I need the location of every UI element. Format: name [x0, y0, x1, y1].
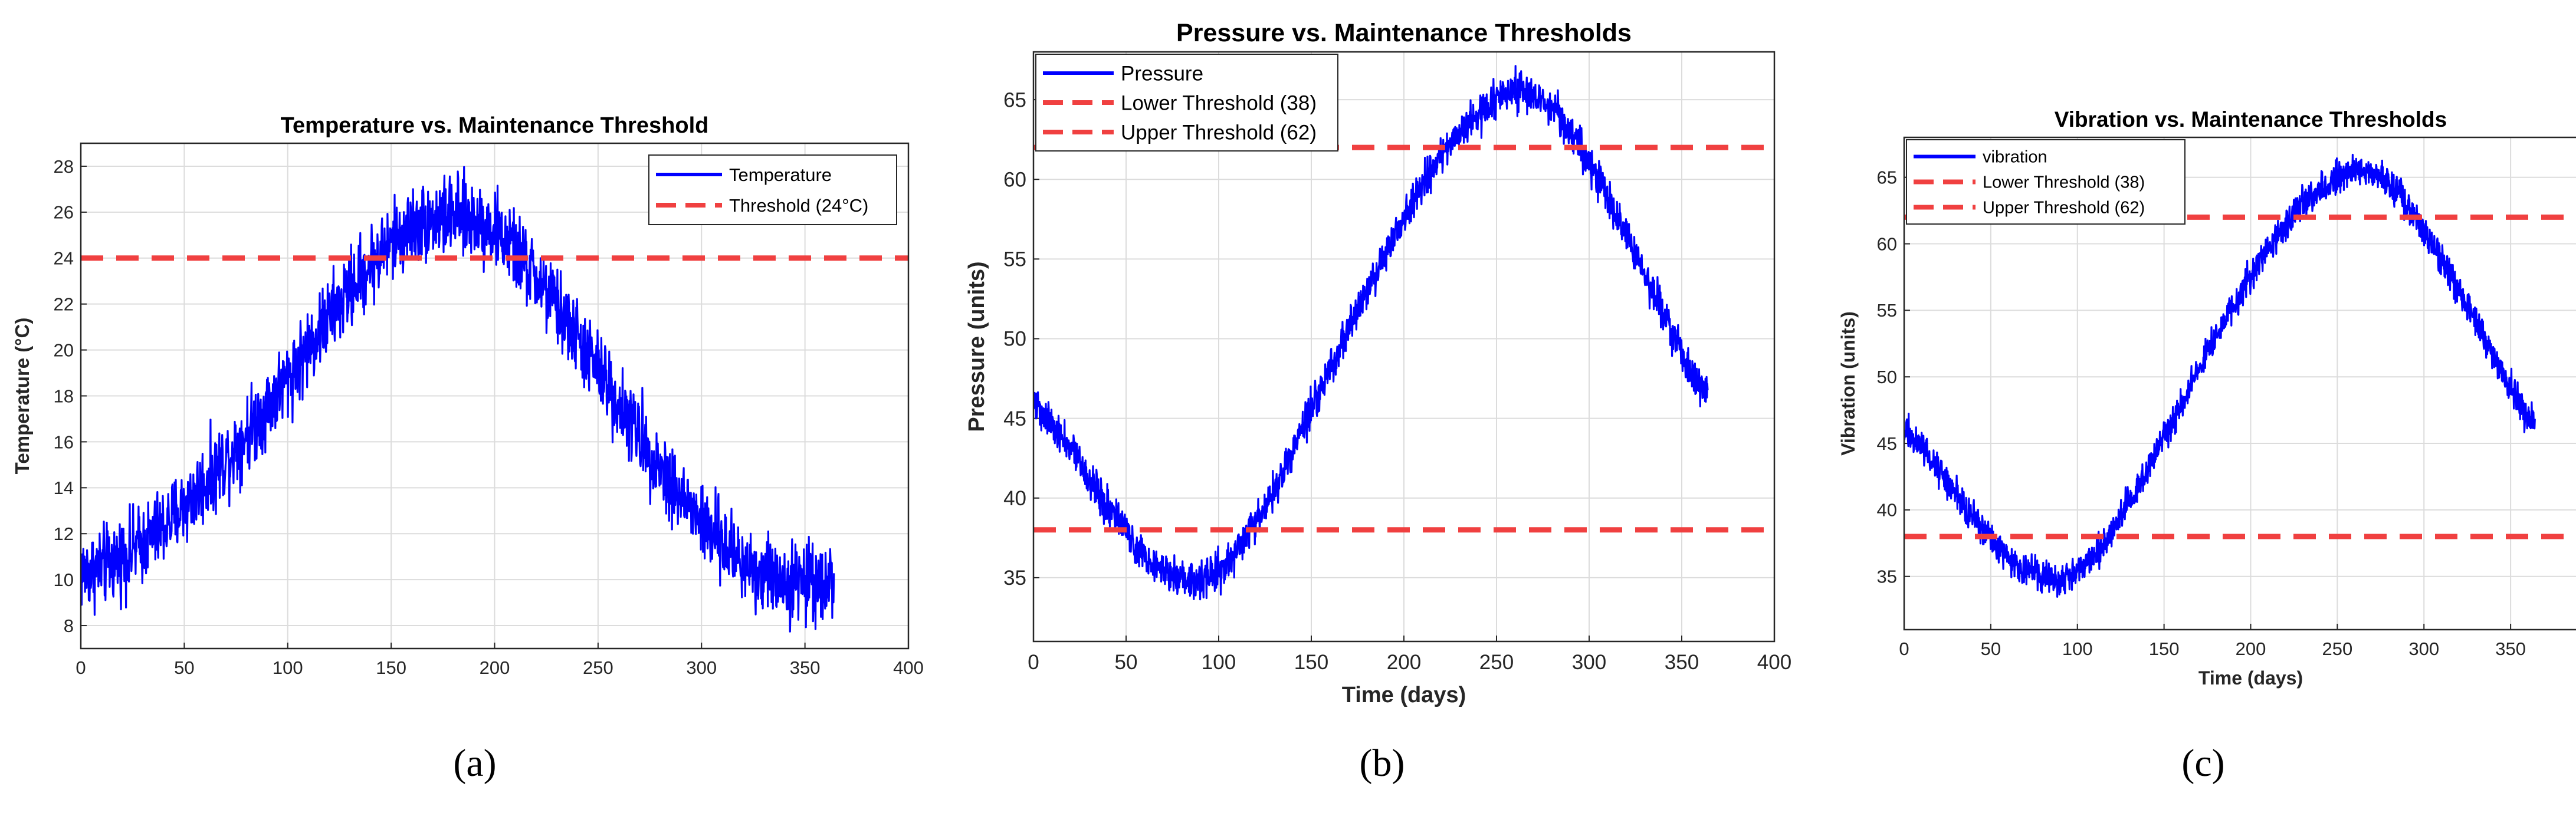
chart-0-y-tick-label: 26 — [54, 202, 74, 223]
chart-1-x-tick-label: 350 — [1665, 651, 1699, 674]
chart-2-y-tick-label: 50 — [1877, 367, 1897, 387]
chart-2-x-tick-label: 150 — [2149, 638, 2180, 659]
chart-vibration: 05010015020025030035040035404550556065Vi… — [1837, 107, 2576, 689]
chart-1-x-axis-label: Time (days) — [1342, 683, 1466, 707]
chart-2-legend: vibration Lower Threshold (38) Upper Thres… — [1906, 139, 2186, 225]
chart-2-y-tick-label: 35 — [1877, 567, 1897, 587]
chart-2-x-axis-label: Time (days) — [2198, 667, 2303, 689]
chart-1-x-tick-label: 50 — [1115, 651, 1138, 674]
chart-0-x-tick-label: 400 — [893, 657, 924, 678]
chart-2-legend-label-vibration: vibration — [1983, 148, 2047, 167]
chart-pressure: 0 50 100 150 200 250 300 350 400 35 40 45 50 55 60 65 Pr… — [964, 19, 1791, 707]
chart-2-y-tick-label: 55 — [1877, 300, 1897, 321]
chart-0-legend-label-threshold-24-c: Threshold (24°C) — [729, 195, 868, 216]
chart-1-y-tick-label: 60 — [1003, 168, 1026, 191]
chart-1-legend-label-pressure: Pressure — [1121, 62, 1203, 85]
chart-1-x-tick-label: 0 — [1028, 651, 1039, 674]
chart-1-y-tick-label: 55 — [1003, 248, 1026, 271]
chart-1-y-tick-label: 45 — [1003, 407, 1026, 430]
panel-label-b: (b) — [1360, 742, 1405, 785]
chart-0-axes-box — [80, 142, 910, 650]
chart-2-x-tick-label: 50 — [1981, 638, 2001, 659]
chart-0-x-tick-label: 0 — [76, 657, 86, 678]
chart-2-y-axis-label: Vibration (units) — [1837, 311, 1859, 456]
chart-1-axes-box — [1032, 51, 1776, 643]
chart-2-axes-box — [1903, 136, 2576, 631]
panel-label-a: (a) — [453, 742, 496, 785]
chart-0-x-tick-label: 350 — [790, 657, 821, 678]
chart-0-y-tick-label: 12 — [54, 524, 74, 544]
chart-1-legend: Pressure Lower Threshold (38) Upper Thresh… — [1035, 54, 1338, 152]
chart-1-x-tick-label: 400 — [1757, 651, 1791, 674]
chart-0-x-tick-label: 300 — [686, 657, 717, 678]
chart-0-y-tick-label: 22 — [54, 294, 74, 315]
panel-label-c: (c) — [2181, 742, 2224, 785]
chart-1-legend-label-upper-threshold-62: Upper Threshold (62) — [1121, 121, 1317, 144]
chart-0-x-tick-label: 150 — [376, 657, 406, 678]
chart-2-x-tick-label: 250 — [2322, 638, 2353, 659]
chart-1-series-pressure — [1033, 65, 1709, 601]
chart-2-y-tick-label: 45 — [1877, 433, 1897, 454]
chart-2-x-tick-label: 350 — [2495, 638, 2526, 659]
chart-0-y-axis-label: Temperature (°C) — [11, 318, 33, 475]
chart-0-y-tick-label: 18 — [54, 386, 74, 406]
chart-0-y-tick-label: 24 — [54, 248, 74, 269]
chart-2-y-tick-label: 60 — [1877, 233, 1897, 254]
chart-2-title: Vibration vs. Maintenance Thresholds — [2055, 107, 2447, 131]
chart-2-x-tick-label: 100 — [2062, 638, 2093, 659]
chart-2-series-vibration — [1904, 153, 2536, 598]
chart-0-y-tick-label: 28 — [54, 156, 74, 177]
chart-0-y-tick-label: 16 — [54, 432, 74, 452]
chart-1-legend-label-lower-threshold-38: Lower Threshold (38) — [1121, 91, 1317, 114]
chart-0-title: Temperature vs. Maintenance Threshold — [281, 113, 709, 138]
chart-0-y-tick-label: 10 — [54, 570, 74, 590]
chart-1-y-tick-label: 40 — [1003, 487, 1026, 510]
chart-1-x-tick-label: 300 — [1572, 651, 1606, 674]
chart-1-y-tick-label: 65 — [1003, 88, 1026, 111]
chart-0-x-tick-label: 250 — [583, 657, 613, 678]
chart-1-y-axis-label: Pressure (units) — [964, 261, 989, 432]
chart-0-legend-label-temperature: Temperature — [729, 164, 832, 185]
chart-2-legend-box — [1906, 139, 2186, 225]
chart-2-y-tick-label: 40 — [1877, 500, 1897, 521]
chart-1-x-tick-label: 150 — [1294, 651, 1328, 674]
chart-0-y-tick-label: 8 — [64, 615, 74, 636]
chart-1-y-tick-label: 50 — [1003, 328, 1026, 351]
chart-0-x-tick-label: 200 — [480, 657, 510, 678]
chart-0-series-temperature — [81, 166, 835, 633]
chart-1-title: Pressure vs. Maintenance Thresholds — [1176, 19, 1632, 47]
chart-1-x-tick-label: 200 — [1387, 651, 1421, 674]
chart-0-data-layer — [81, 166, 908, 633]
chart-1-x-tick-label: 100 — [1202, 651, 1236, 674]
chart-0-y-tick-label: 14 — [54, 478, 74, 498]
chart-0-legend: Temperature Threshold (24°C) — [648, 154, 897, 225]
chart-0-legend-box — [648, 154, 897, 225]
chart-1-y-tick-label: 35 — [1003, 567, 1026, 590]
chart-2-legend-label-upper-threshold-62: Upper Threshold (62) — [1983, 199, 2145, 218]
chart-temperature: 0 50 100 150 200 250 300 350 400 8 10 12 14 16 18 20 22 2… — [11, 113, 924, 678]
chart-0-x-tick-label: 50 — [174, 657, 194, 678]
chart-2-x-tick-label: 300 — [2408, 638, 2439, 659]
chart-2-x-tick-label: 200 — [2236, 638, 2266, 659]
chart-0-y-tick-label: 20 — [54, 340, 74, 360]
chart-1-x-tick-label: 250 — [1479, 651, 1514, 674]
chart-2-y-tick-label: 65 — [1877, 167, 1897, 188]
chart-0-x-tick-label: 100 — [273, 657, 303, 678]
chart-2-x-tick-label: 0 — [1899, 638, 1909, 659]
chart-2-legend-label-lower-threshold-38: Lower Threshold (38) — [1983, 173, 2145, 192]
